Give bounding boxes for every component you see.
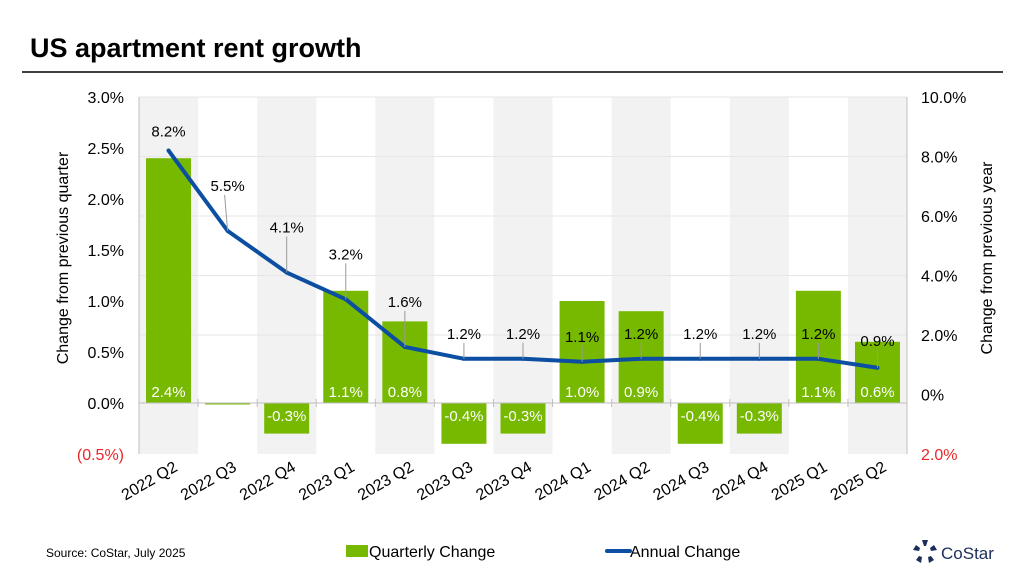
- y-left-tick-label: 2.0%: [88, 192, 124, 209]
- line-value-label: 1.6%: [388, 294, 422, 311]
- y-left-tick-label: (0.5%): [77, 447, 124, 464]
- source-note: Source: CoStar, July 2025: [46, 546, 186, 560]
- x-tick-label: 2023 Q2: [355, 459, 417, 504]
- y-right-tick-label: 8.0%: [921, 150, 957, 167]
- x-tick-label: 2022 Q4: [237, 459, 299, 504]
- line-value-label: 8.2%: [151, 124, 185, 141]
- y-right-tick-label: 0%: [921, 388, 944, 405]
- y-left-tick-label: 1.0%: [88, 294, 124, 311]
- bar-value-label: 1.0%: [565, 384, 599, 401]
- bar-2024-q4: [736, 403, 782, 434]
- line-value-label: 1.2%: [742, 326, 776, 343]
- legend-swatch-quarterly: [346, 545, 368, 557]
- y-axis-right-label: Change from previous year: [979, 161, 996, 355]
- y-axis-left-label: Change from previous quarter: [55, 151, 72, 364]
- line-value-label: 1.2%: [506, 326, 540, 343]
- costar-logo: CoStar: [913, 540, 994, 563]
- bar-value-label: 0.8%: [388, 384, 422, 401]
- x-tick-label: 2022 Q3: [178, 459, 240, 504]
- line-value-label: 4.1%: [270, 220, 304, 237]
- chart-title: US apartment rent growth: [30, 33, 362, 63]
- y-left-tick-label: 0.0%: [88, 396, 124, 413]
- y-right-tick-label: 2.0%: [921, 447, 957, 464]
- y-right-tick-label: 10.0%: [921, 90, 966, 107]
- y-right-tick-label: 6.0%: [921, 209, 957, 226]
- x-tick-label: 2023 Q3: [414, 459, 476, 504]
- line-value-label: 0.9%: [860, 333, 894, 350]
- bar-2022-q4: [264, 403, 310, 434]
- line-value-label: 1.2%: [683, 326, 717, 343]
- bar-value-label: -0.3%: [503, 408, 542, 425]
- x-tick-label: 2024 Q2: [591, 459, 653, 504]
- x-tick-label: 2023 Q4: [473, 459, 535, 504]
- bar-2022-q2: [146, 158, 192, 403]
- x-tick-label: 2024 Q1: [532, 459, 594, 504]
- annual-change-point: [166, 148, 171, 153]
- bar-2023-q4: [500, 403, 546, 434]
- y-left-tick-label: 2.5%: [88, 141, 124, 158]
- y-left-tick-label: 1.5%: [88, 243, 124, 260]
- line-value-label: 3.2%: [329, 246, 363, 263]
- x-tick-label: 2025 Q1: [769, 459, 831, 504]
- bar-2024-q3: [677, 403, 723, 444]
- x-tick-label: 2024 Q3: [651, 459, 713, 504]
- line-value-label: 1.2%: [801, 326, 835, 343]
- legend-label-quarterly: Quarterly Change: [369, 544, 495, 561]
- bar-value-label: -0.4%: [681, 408, 720, 425]
- y-left-tick-label: 0.5%: [88, 345, 124, 362]
- y-right-tick-label: 4.0%: [921, 269, 957, 286]
- bar-value-label: -0.4%: [444, 408, 483, 425]
- y-left-tick-label: 3.0%: [88, 90, 124, 107]
- costar-logo-icon: [913, 540, 937, 563]
- bar-2022-q3: [205, 403, 251, 405]
- bar-value-label: -0.3%: [267, 408, 306, 425]
- leader-line: [224, 194, 229, 231]
- bar-value-label: 1.1%: [801, 384, 835, 401]
- bar-value-label: -0.3%: [740, 408, 779, 425]
- legend: Quarterly Change Annual Change: [346, 544, 740, 561]
- legend-label-annual: Annual Change: [630, 544, 740, 561]
- line-value-label: 1.2%: [624, 326, 658, 343]
- bar-2023-q3: [441, 403, 487, 444]
- line-value-label: 5.5%: [211, 178, 245, 195]
- x-tick-label: 2025 Q2: [828, 459, 890, 504]
- y-right-tick-label: 2.0%: [921, 328, 957, 345]
- bar-value-label: 0.6%: [860, 384, 894, 401]
- x-tick-label: 2022 Q2: [119, 459, 181, 504]
- line-value-label: 1.2%: [447, 326, 481, 343]
- bar-value-label: 1.1%: [329, 384, 363, 401]
- bar-value-label: 0.9%: [624, 384, 658, 401]
- bar-value-label: 2.4%: [151, 384, 185, 401]
- x-tick-label: 2023 Q1: [296, 459, 358, 504]
- line-value-label: 1.1%: [565, 329, 599, 346]
- costar-logo-text: CoStar: [941, 544, 994, 563]
- x-tick-label: 2024 Q4: [710, 459, 772, 504]
